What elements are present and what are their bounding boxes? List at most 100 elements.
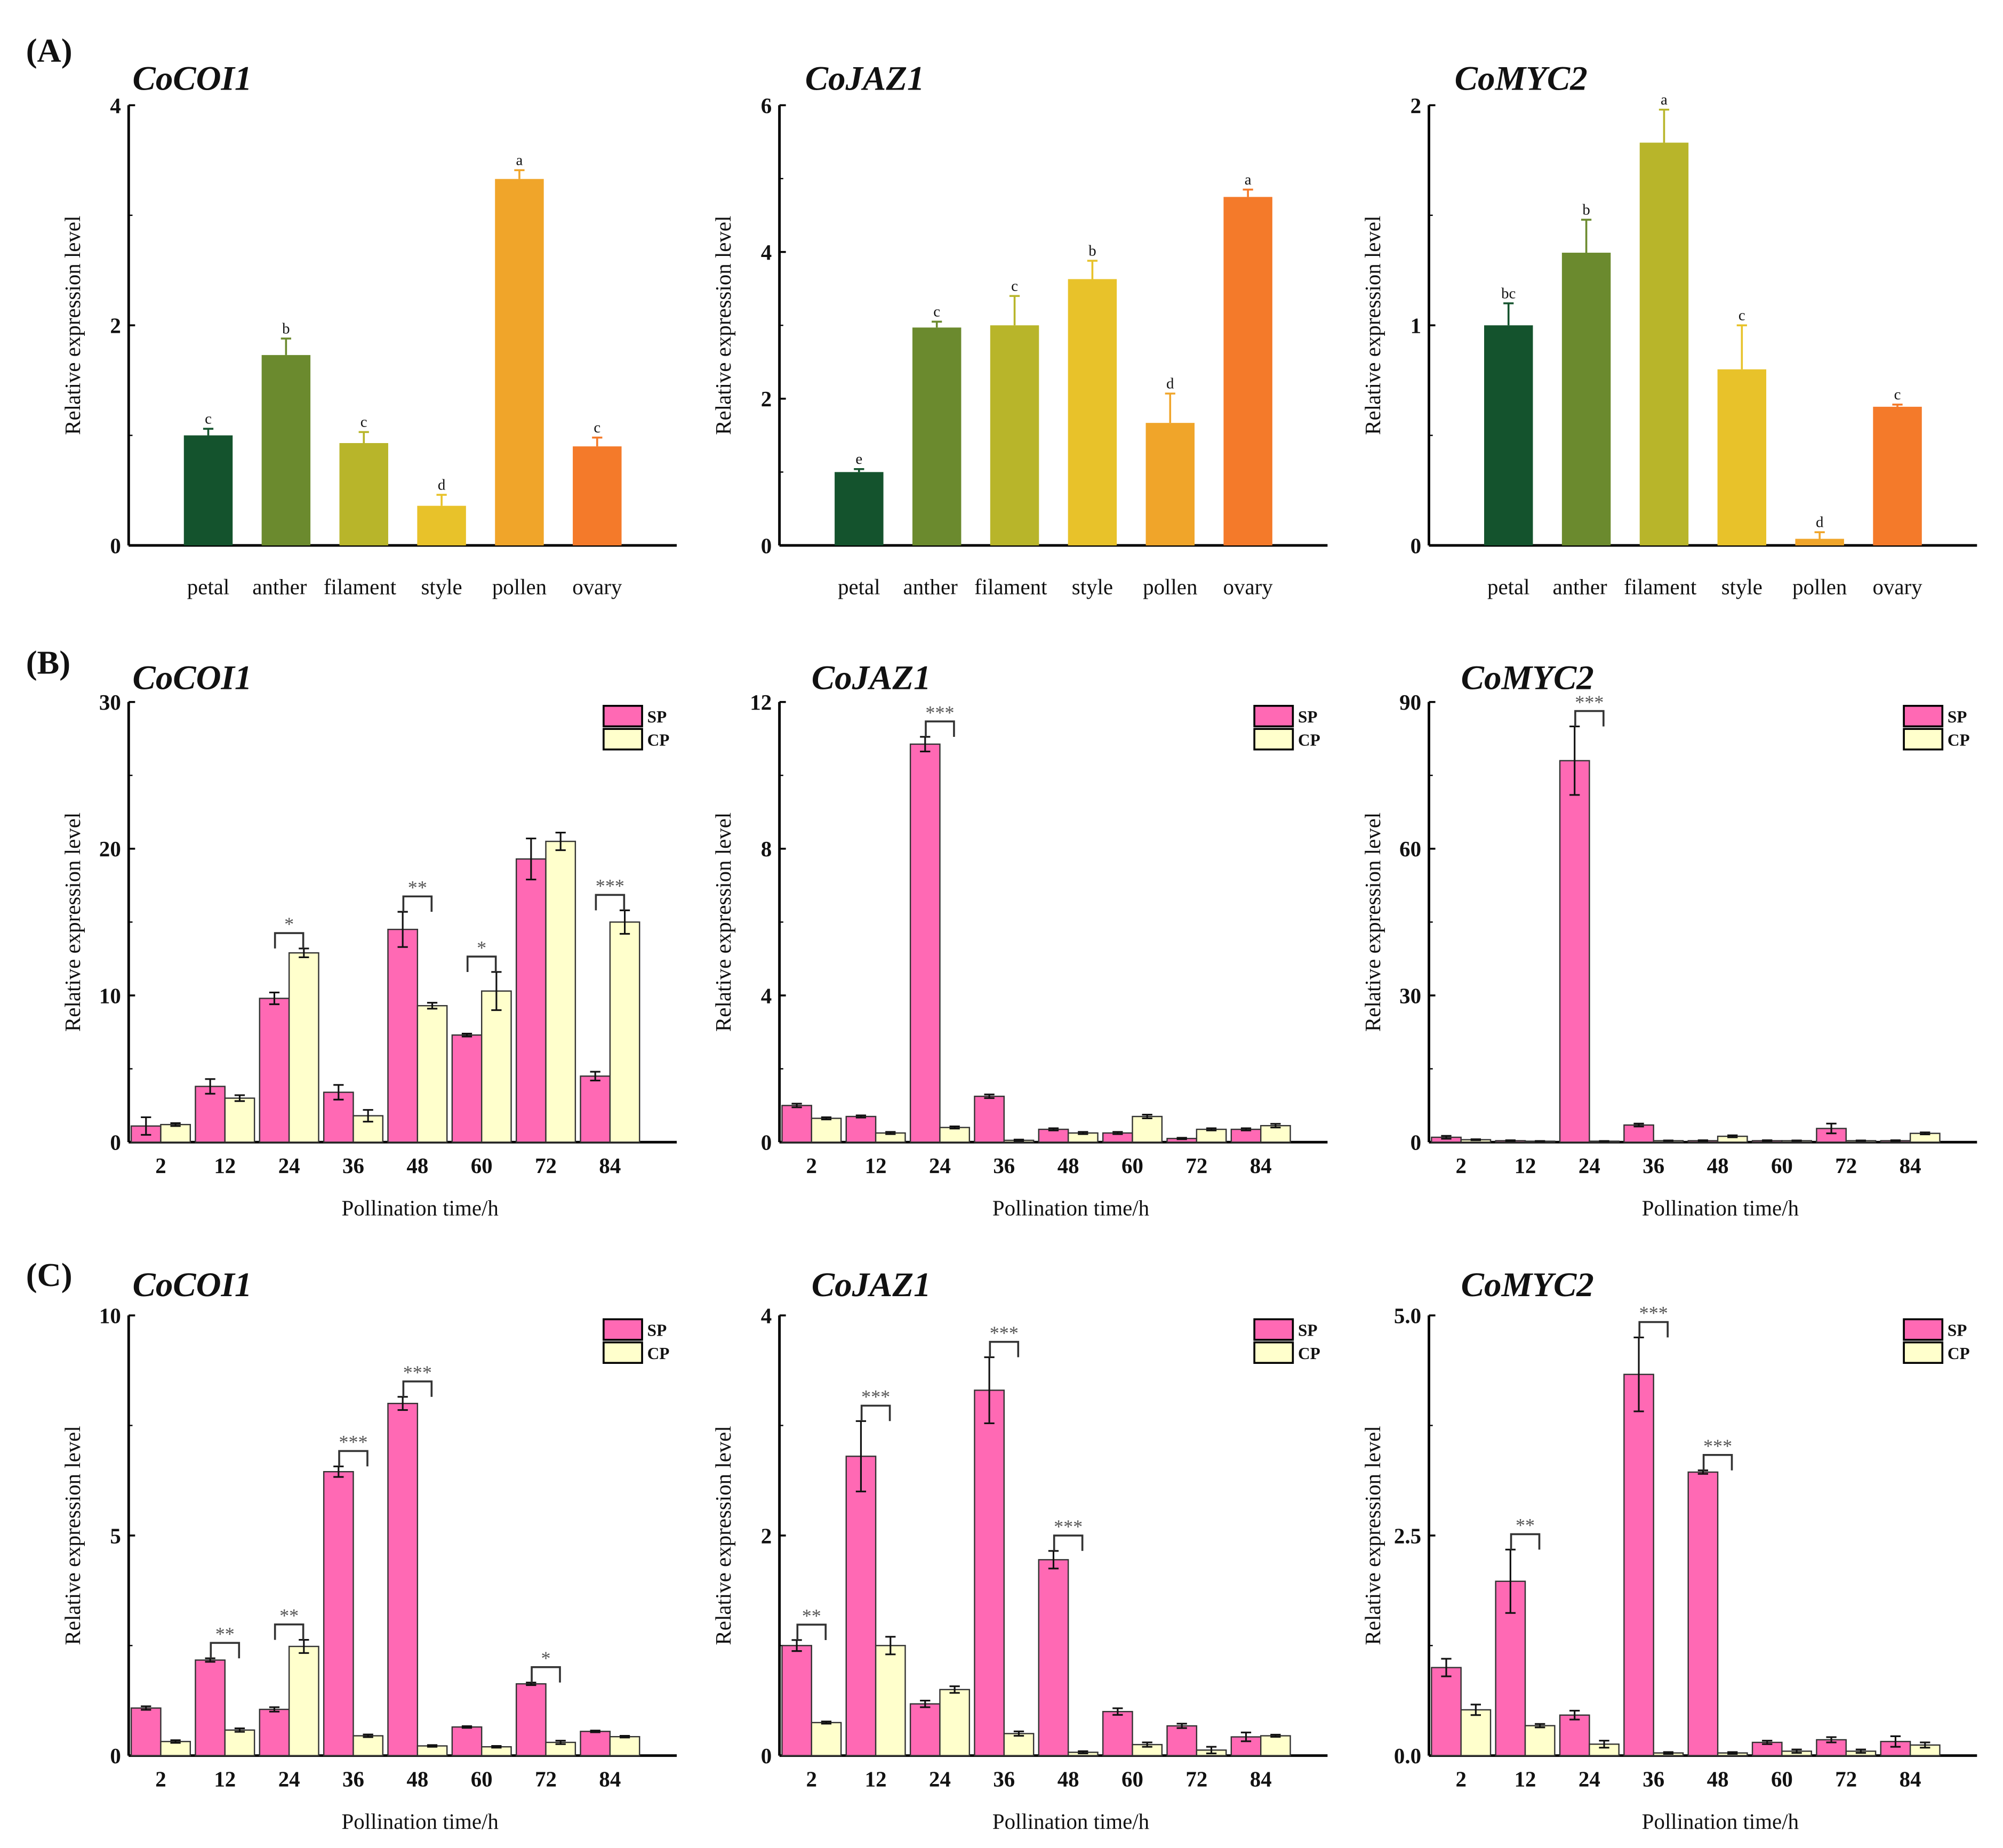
y-tick-label: 0 (110, 1744, 121, 1768)
significance-letter: c (1011, 277, 1018, 294)
legend-label-sp: SP (1948, 1321, 1967, 1340)
error-bar (555, 831, 566, 851)
x-tick-label: petal (838, 575, 880, 599)
bar-cp-24 (939, 1127, 971, 1143)
chart-title: CoMYC2 (1461, 659, 1594, 697)
significance-stars: ** (279, 1605, 299, 1626)
error-bar (1855, 1139, 1866, 1142)
error-bar (1009, 295, 1020, 326)
bar-sp-84 (580, 1075, 611, 1143)
x-tick-label: 48 (1707, 1154, 1729, 1178)
significance-bracket (402, 895, 433, 912)
bar-sp-36 (974, 1095, 1005, 1143)
bar-cp-12 (224, 1097, 255, 1143)
bar-cp-12 (224, 1729, 255, 1756)
bar-cp-24 (288, 952, 319, 1143)
x-tick-label: ovary (1872, 575, 1922, 599)
significance-letter: c (360, 414, 367, 431)
significance-stars: *** (596, 875, 624, 897)
bar-sp-48 (387, 928, 419, 1143)
significance-letter: a (1245, 171, 1252, 188)
error-bar (1633, 1122, 1644, 1128)
x-tick-label: pollen (492, 575, 547, 599)
significance-bracket (466, 955, 497, 972)
bar-sp-36 (974, 1389, 1005, 1756)
bar-sp-12 (195, 1659, 226, 1756)
significance-bracket (1702, 1454, 1733, 1471)
significance-letter: d (1166, 375, 1174, 392)
x-tick-label: 48 (406, 1767, 428, 1791)
significance-letter: c (1894, 386, 1901, 403)
error-bar (269, 1706, 280, 1713)
error-bar (1013, 1730, 1024, 1737)
bar-anther (1561, 252, 1611, 545)
significance-bracket (1053, 1534, 1084, 1551)
bar-ovary (573, 446, 622, 545)
x-tick-label: 72 (1835, 1154, 1857, 1178)
x-tick-label: 12 (865, 1767, 887, 1791)
error-bar (1727, 1751, 1738, 1755)
y-tick-label: 1 (1411, 314, 1421, 338)
x-tick-label: 60 (1121, 1154, 1143, 1178)
x-axis-label: Pollination time/h (342, 1196, 499, 1220)
significance-letter: d (438, 476, 446, 493)
bar-cp-60 (1132, 1115, 1163, 1143)
legend-swatch-sp (1903, 1318, 1944, 1341)
error-bar (1243, 188, 1253, 197)
legend-label-cp: CP (647, 730, 670, 749)
significance-letter: b (1088, 242, 1096, 259)
bar-sp-12 (845, 1456, 877, 1756)
x-tick-label: 24 (278, 1154, 300, 1178)
error-bar (920, 1699, 931, 1708)
x-tick-label: 2 (806, 1154, 817, 1178)
bar-sp-36 (323, 1471, 354, 1756)
error-bar (333, 1084, 344, 1100)
x-tick-label: anther (903, 575, 958, 599)
significance-letter: a (516, 152, 523, 169)
y-tick-label: 2 (761, 1524, 772, 1548)
x-tick-label: ovary (1223, 575, 1273, 599)
panel-label: (B) (26, 644, 70, 681)
significance-stars: *** (403, 1362, 432, 1383)
x-axis-label: Pollination time/h (1642, 1810, 1799, 1834)
y-tick-label: 0 (761, 1744, 772, 1768)
error-bar (1206, 1746, 1217, 1755)
bar-cp-72 (545, 840, 576, 1143)
legend-swatch-sp (603, 705, 643, 728)
legend-label-cp: CP (1948, 730, 1970, 749)
error-bar (619, 1734, 630, 1739)
error-bar (170, 1739, 181, 1744)
x-tick-label: 84 (1250, 1154, 1272, 1178)
significance-stars: ** (1516, 1515, 1535, 1536)
legend-swatch-sp (1903, 705, 1944, 728)
y-tick-label: 5.0 (1394, 1304, 1421, 1328)
chart-title: CoMYC2 (1461, 1266, 1594, 1304)
bar-sp-24 (259, 998, 290, 1143)
x-tick-label: 2 (155, 1154, 166, 1178)
error-bar (855, 1114, 867, 1119)
x-tick-label: 72 (535, 1154, 557, 1178)
bar-cp-48 (416, 1005, 448, 1143)
x-tick-label: 72 (535, 1767, 557, 1791)
significance-stars: ** (408, 877, 427, 898)
x-tick-label: 84 (599, 1154, 621, 1178)
y-axis-label: Relative expression level (711, 813, 735, 1032)
bar-cp-12 (1524, 1725, 1556, 1756)
error-bar (1890, 1139, 1901, 1142)
y-tick-label: 0 (110, 534, 121, 558)
y-tick-label: 30 (1399, 984, 1421, 1008)
error-bar (1599, 1740, 1609, 1749)
error-bar (170, 1122, 181, 1127)
x-tick-label: pollen (1792, 575, 1847, 599)
error-bar (1599, 1140, 1609, 1143)
x-tick-label: 72 (1835, 1767, 1857, 1791)
error-bar (358, 431, 369, 444)
error-bar (1727, 1134, 1738, 1138)
legend-label-cp: CP (647, 1344, 670, 1363)
error-bar (1569, 725, 1580, 796)
y-axis-label: Relative expression level (61, 216, 85, 435)
error-bar (1814, 531, 1825, 539)
legend-label-sp: SP (1298, 1321, 1318, 1340)
bar-pollen (1145, 423, 1195, 545)
legend-label-sp: SP (647, 708, 667, 726)
